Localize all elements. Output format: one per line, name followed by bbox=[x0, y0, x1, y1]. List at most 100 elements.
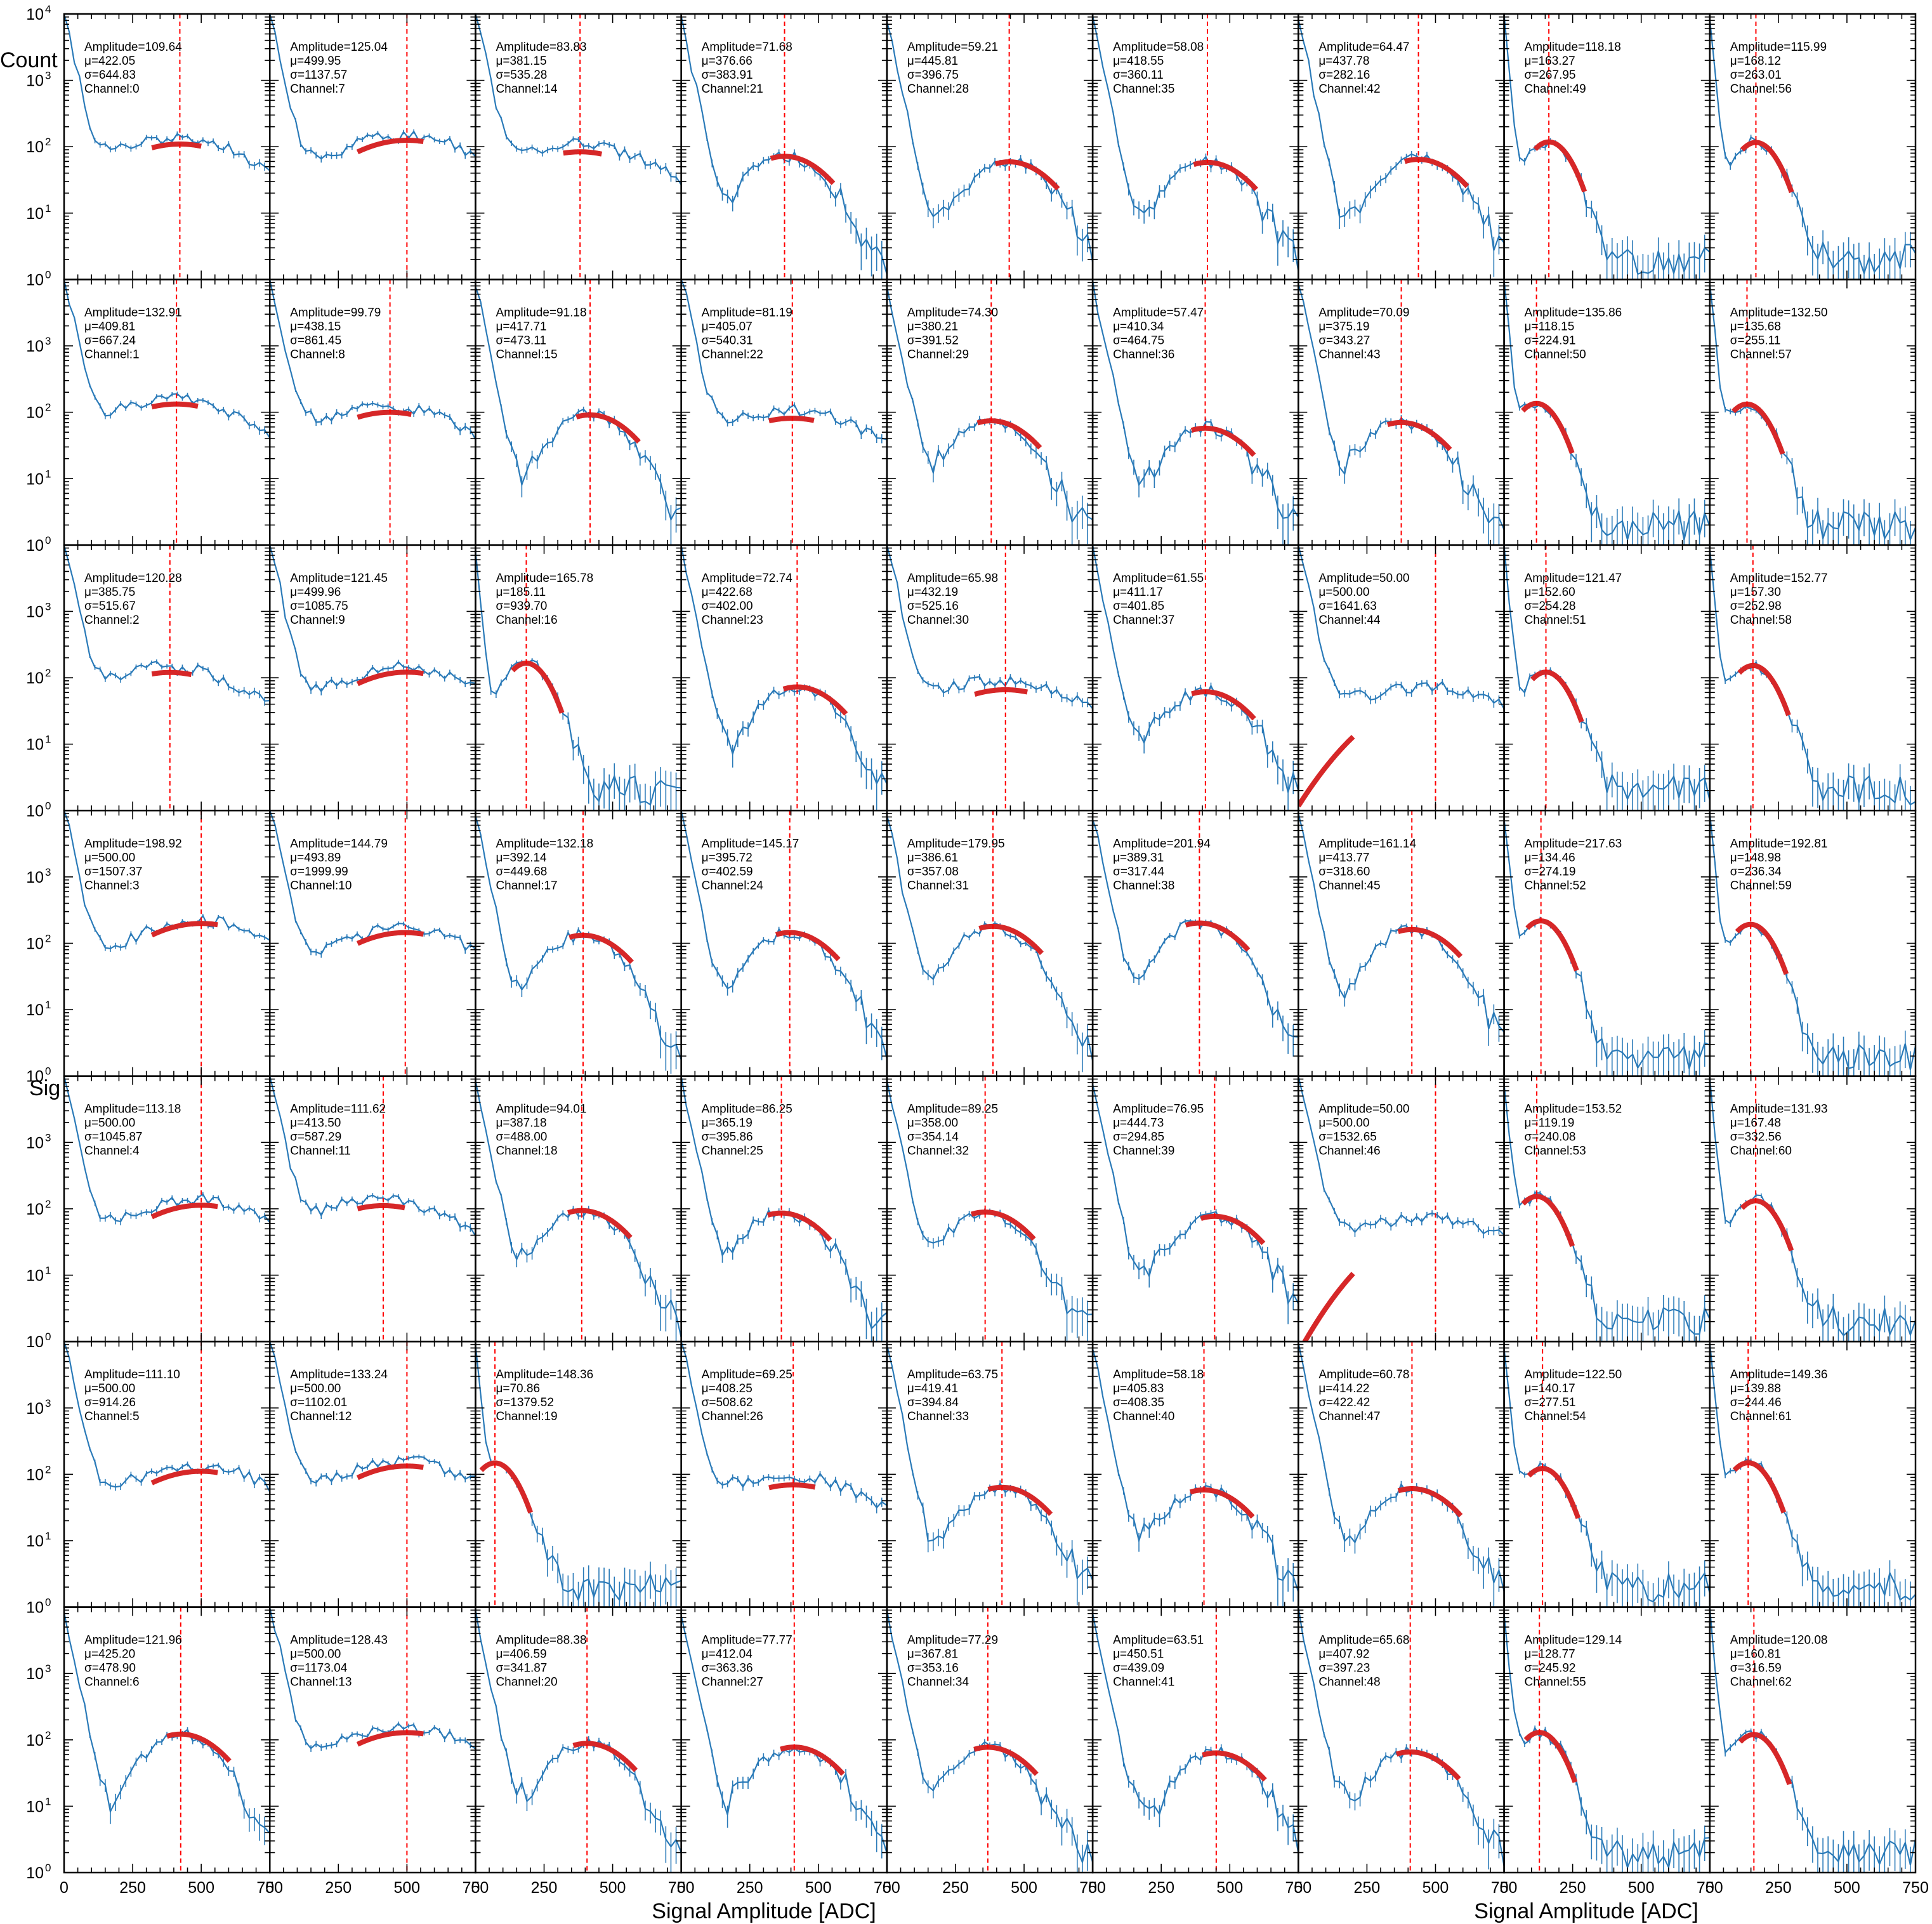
y-tick-label: 10 bbox=[26, 537, 44, 555]
sigma-label: σ=535.28 bbox=[496, 69, 547, 82]
fit-curve bbox=[782, 684, 848, 716]
sigma-label: σ=473.11 bbox=[496, 334, 546, 347]
amplitude-label: Amplitude=57.47 bbox=[1113, 306, 1204, 319]
amplitude-label: Amplitude=132.50 bbox=[1730, 306, 1828, 319]
y-tick-exponent: 4 bbox=[45, 3, 51, 15]
fit-curve bbox=[1193, 159, 1258, 192]
fit-curve bbox=[1731, 401, 1785, 455]
data-line bbox=[270, 544, 476, 693]
channel-label: Channel:23 bbox=[702, 614, 763, 627]
mu-label: μ=437.78 bbox=[1318, 55, 1369, 68]
y-tick-label: 10 bbox=[26, 669, 44, 687]
panel-channel-23: Amplitude=72.74μ=422.68σ=402.00Channel:2… bbox=[680, 544, 888, 812]
fit-curve bbox=[978, 923, 1044, 956]
mu-label: μ=135.68 bbox=[1730, 320, 1781, 333]
amplitude-label: Amplitude=58.08 bbox=[1113, 41, 1204, 54]
panel-plot-area bbox=[1093, 14, 1299, 280]
fit-curve bbox=[1386, 419, 1452, 452]
fit-curve bbox=[150, 921, 218, 938]
panel-plot-area bbox=[64, 279, 270, 545]
panel-channel-42: Amplitude=64.47μ=437.78σ=282.16Channel:4… bbox=[1298, 13, 1505, 280]
fit-curve bbox=[1737, 662, 1791, 716]
panel-plot-area bbox=[1709, 544, 1916, 811]
fit-curve bbox=[356, 930, 424, 946]
mu-label: μ=493.89 bbox=[290, 851, 341, 864]
panel-plot-area bbox=[1504, 14, 1710, 280]
fit-curve bbox=[151, 669, 192, 678]
fit-curve bbox=[563, 149, 603, 157]
panel-channel-15: Amplitude=91.18μ=417.71σ=473.11Channel:1… bbox=[475, 279, 682, 546]
panel-channel-30: Amplitude=65.98μ=432.19σ=525.16Channel:3… bbox=[886, 544, 1094, 812]
sigma-label: σ=401.85 bbox=[1113, 600, 1164, 613]
mu-label: μ=445.81 bbox=[907, 55, 958, 68]
sigma-label: σ=1507.37 bbox=[84, 865, 143, 878]
amplitude-label: Amplitude=125.04 bbox=[290, 41, 388, 54]
channel-label: Channel:16 bbox=[496, 614, 557, 627]
y-tick-exponent: 3 bbox=[45, 335, 51, 347]
amplitude-label: Amplitude=132.18 bbox=[496, 837, 593, 850]
fit-curve bbox=[994, 159, 1060, 191]
amplitude-label: Amplitude=83.83 bbox=[496, 41, 586, 54]
y-tick-exponent: 2 bbox=[45, 402, 51, 414]
y-tick-label: 10 bbox=[26, 1001, 44, 1019]
amplitude-label: Amplitude=165.78 bbox=[496, 572, 593, 585]
amplitude-label: Amplitude=64.47 bbox=[1318, 41, 1409, 54]
channel-label: Channel:7 bbox=[290, 82, 345, 96]
fit-curve bbox=[1521, 400, 1575, 454]
amplitude-label: Amplitude=120.28 bbox=[84, 572, 182, 585]
y-tick-label: 10 bbox=[26, 1068, 44, 1086]
y-tick-exponent: 3 bbox=[45, 600, 51, 612]
panel-plot-area bbox=[1504, 544, 1710, 811]
y-tick-label: 10 bbox=[26, 470, 44, 488]
mu-label: μ=422.68 bbox=[702, 586, 752, 599]
panel-channel-31: Amplitude=179.95μ=386.61σ=357.08Channel:… bbox=[886, 810, 1094, 1077]
data-line bbox=[886, 544, 1093, 709]
panel-plot-area bbox=[1093, 279, 1299, 545]
channel-label: Channel:21 bbox=[702, 82, 763, 96]
data-line bbox=[270, 279, 476, 440]
amplitude-label: Amplitude=144.79 bbox=[290, 837, 388, 850]
panel-plot-area bbox=[270, 279, 476, 545]
y-tick-exponent: 0 bbox=[45, 800, 51, 812]
panel-channel-50: Amplitude=135.86μ=118.15σ=224.91Channel:… bbox=[1503, 279, 1711, 546]
fit-curve bbox=[510, 661, 565, 714]
sigma-label: σ=464.75 bbox=[1113, 334, 1164, 347]
panel-channel-21: Amplitude=71.68μ=376.66σ=383.91Channel:2… bbox=[680, 13, 888, 280]
mu-label: μ=410.34 bbox=[1113, 320, 1164, 333]
mu-label: μ=409.81 bbox=[84, 320, 135, 333]
mu-label: μ=417.71 bbox=[496, 320, 546, 333]
panel-channel-7: Amplitude=125.04μ=499.95σ=1137.57Channel… bbox=[268, 13, 476, 280]
panel-channel-43: Amplitude=70.09μ=375.19σ=343.27Channel:4… bbox=[1298, 279, 1505, 546]
sigma-label: σ=224.91 bbox=[1525, 334, 1576, 347]
y-tick-label: 10 bbox=[26, 603, 44, 621]
sigma-label: σ=939.70 bbox=[496, 600, 547, 613]
y-tick-label: 10 bbox=[26, 404, 44, 422]
panel-plot-area bbox=[1298, 544, 1504, 811]
amplitude-label: Amplitude=59.21 bbox=[907, 41, 998, 54]
sigma-label: σ=861.45 bbox=[290, 334, 341, 347]
channel-label: Channel:28 bbox=[907, 82, 969, 96]
data-line bbox=[475, 551, 681, 806]
mu-label: μ=157.30 bbox=[1730, 586, 1781, 599]
amplitude-label: Amplitude=71.68 bbox=[702, 41, 792, 54]
channel-label: Channel:43 bbox=[1318, 348, 1380, 361]
sigma-label: σ=1085.75 bbox=[290, 600, 348, 613]
y-tick-exponent: 1 bbox=[45, 468, 51, 480]
data-line bbox=[1298, 19, 1504, 251]
channel-label: Channel:22 bbox=[702, 348, 763, 361]
data-line bbox=[475, 14, 681, 185]
sigma-label: σ=540.31 bbox=[702, 334, 753, 347]
sigma-label: σ=282.16 bbox=[1318, 69, 1370, 82]
fit-curve bbox=[1298, 735, 1355, 808]
channel-label: Channel:50 bbox=[1525, 348, 1586, 361]
panel-plot-area bbox=[886, 810, 1093, 1076]
y-tick-label: 10 bbox=[26, 138, 44, 156]
fit-curve bbox=[1190, 425, 1256, 458]
fit-curve bbox=[1191, 689, 1256, 721]
fit-curve bbox=[575, 412, 641, 444]
mu-label: μ=432.19 bbox=[907, 586, 958, 599]
amplitude-label: Amplitude=65.98 bbox=[907, 572, 998, 585]
sigma-label: σ=515.67 bbox=[84, 600, 136, 613]
panel-channel-56: Amplitude=115.99μ=168.12σ=263.01Channel:… bbox=[1709, 13, 1917, 280]
